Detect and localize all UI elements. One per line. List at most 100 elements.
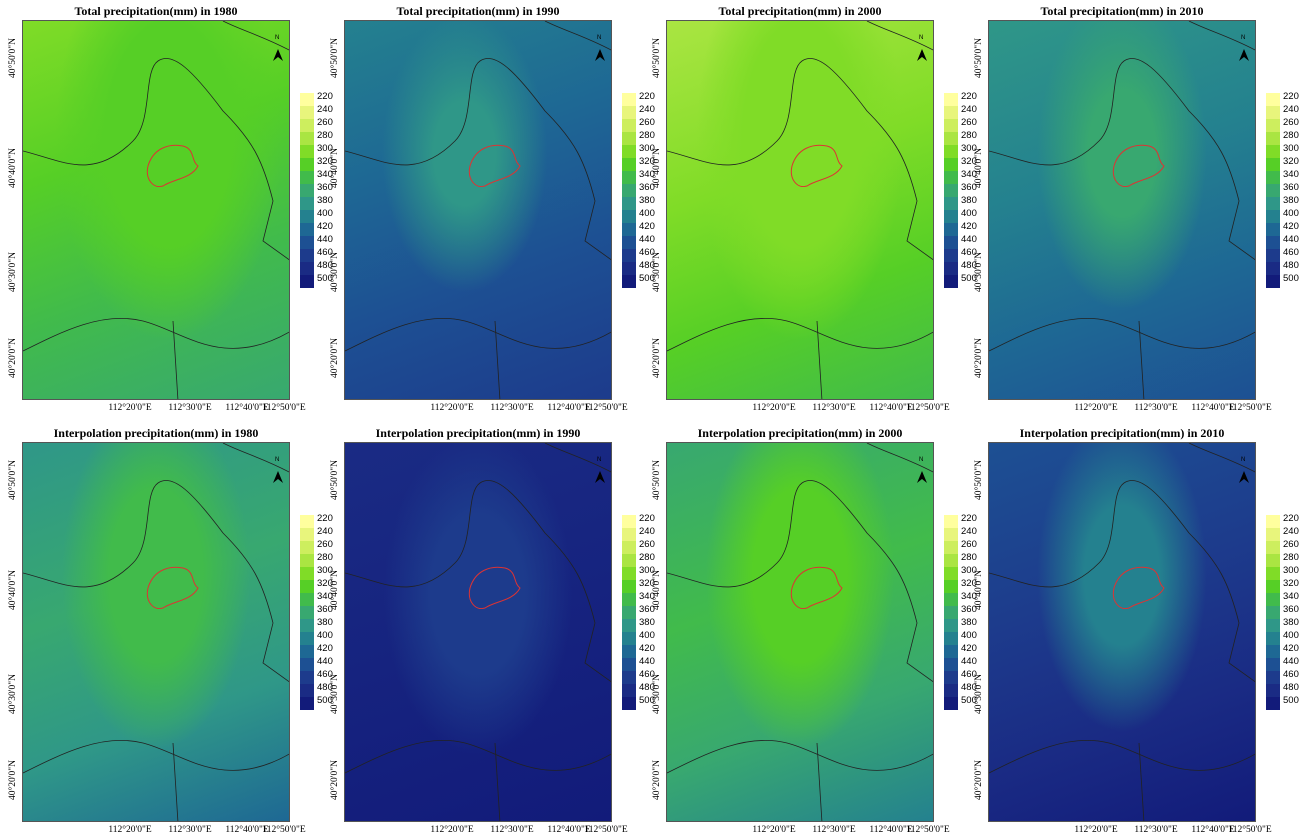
panel-title: Total precipitation(mm) in 2010 (1040, 4, 1204, 18)
legend-label: 440 (1283, 656, 1299, 667)
legend-swatch (622, 606, 636, 619)
legend-swatch (300, 132, 314, 145)
legend-label: 340 (639, 169, 655, 180)
legend-label: 500 (1283, 273, 1299, 284)
legend-label: 420 (639, 221, 655, 232)
legend-swatch (1266, 223, 1280, 236)
legend-swatch (300, 262, 314, 275)
north-label: N (275, 457, 280, 463)
lon-label: 112°40'0"E (1191, 403, 1235, 413)
north-label: N (919, 457, 924, 463)
lat-label: 40°20'0"N (330, 338, 340, 378)
legend-label: 480 (1283, 682, 1299, 693)
legend-label: 260 (961, 539, 977, 550)
legend-label: 360 (639, 604, 655, 615)
legend-label: 280 (317, 552, 333, 563)
legend-swatch (300, 515, 314, 528)
legend-label: 360 (639, 182, 655, 193)
legend-label: 380 (639, 195, 655, 206)
legend-label: 500 (1283, 695, 1299, 706)
legend-label: 300 (961, 143, 977, 154)
legend-swatch (1266, 515, 1280, 528)
legend-swatch (622, 554, 636, 567)
lat-label: 40°30'0"N (652, 252, 662, 292)
legend-label: 440 (639, 234, 655, 245)
legend-label: 280 (1283, 552, 1299, 563)
legend-swatch (622, 93, 636, 106)
legend-swatch (944, 197, 958, 210)
legend-label: 440 (317, 234, 333, 245)
lat-label: 40°50'0"N (330, 38, 340, 78)
legend-label: 340 (961, 591, 977, 602)
boundaries (989, 21, 1255, 399)
legend-swatch (300, 184, 314, 197)
legend-swatch (300, 145, 314, 158)
legend-label: 340 (961, 169, 977, 180)
lon-label: 112°40'0"E (547, 825, 591, 835)
legend-label: 460 (961, 669, 977, 680)
legend-swatch (944, 671, 958, 684)
legend-label: 240 (1283, 104, 1299, 115)
legend-swatch (300, 541, 314, 554)
legend-label: 320 (317, 156, 333, 167)
legend-label: 320 (317, 578, 333, 589)
legend-label: 240 (639, 104, 655, 115)
legend-label: 400 (317, 630, 333, 641)
legend-label: 340 (317, 169, 333, 180)
legend-label: 400 (317, 208, 333, 219)
legend-label: 360 (961, 182, 977, 193)
legend-label: 480 (639, 260, 655, 271)
boundaries (23, 21, 289, 399)
panel-title: Total precipitation(mm) in 1990 (396, 4, 560, 18)
panel-title: Interpolation precipitation(mm) in 2000 (697, 426, 903, 440)
lat-label: 40°20'0"N (652, 760, 662, 800)
boundaries (345, 21, 611, 399)
legend-swatch (1266, 236, 1280, 249)
legend-label: 300 (961, 565, 977, 576)
legend-swatch (622, 262, 636, 275)
legend-swatch (622, 658, 636, 671)
legend-swatch (944, 567, 958, 580)
north-label: N (919, 35, 924, 41)
legend-label: 300 (639, 565, 655, 576)
legend-swatch (1266, 632, 1280, 645)
legend-label: 420 (1283, 221, 1299, 232)
legend-label: 240 (1283, 526, 1299, 537)
north-label: N (597, 457, 602, 463)
legend-label: 400 (639, 630, 655, 641)
legend-swatch (944, 554, 958, 567)
lon-label: 112°50'0"E (906, 825, 950, 835)
legend-swatch (944, 132, 958, 145)
legend-label: 340 (1283, 591, 1299, 602)
legend-swatch (944, 262, 958, 275)
lon-label: 112°50'0"E (1228, 403, 1272, 413)
legend-swatch (300, 171, 314, 184)
lon-label: 112°20'0"E (752, 825, 796, 835)
north-label: N (1241, 457, 1246, 463)
legend-label: 460 (1283, 669, 1299, 680)
legend-label: 360 (1283, 604, 1299, 615)
lat-label: 40°30'0"N (8, 674, 18, 714)
lon-label: 112°50'0"E (1228, 825, 1272, 835)
legend-swatch (944, 697, 958, 710)
lat-label: 40°50'0"N (652, 460, 662, 500)
legend-label: 420 (639, 643, 655, 654)
lon-label: 112°40'0"E (225, 825, 269, 835)
map: N (22, 20, 290, 400)
lat-label: 40°20'0"N (652, 338, 662, 378)
legend-label: 460 (1283, 247, 1299, 258)
legend-label: 220 (639, 91, 655, 102)
lat-label: 40°50'0"N (8, 460, 18, 500)
legend-label: 500 (317, 695, 333, 706)
legend-swatch (300, 593, 314, 606)
legend-swatch (1266, 145, 1280, 158)
legend-swatch (1266, 671, 1280, 684)
legend-swatch (622, 567, 636, 580)
legend-label: 420 (961, 643, 977, 654)
legend-swatch (622, 106, 636, 119)
legend-label: 500 (961, 695, 977, 706)
legend-label: 380 (639, 617, 655, 628)
legend-swatch (944, 684, 958, 697)
legend-label: 440 (961, 234, 977, 245)
